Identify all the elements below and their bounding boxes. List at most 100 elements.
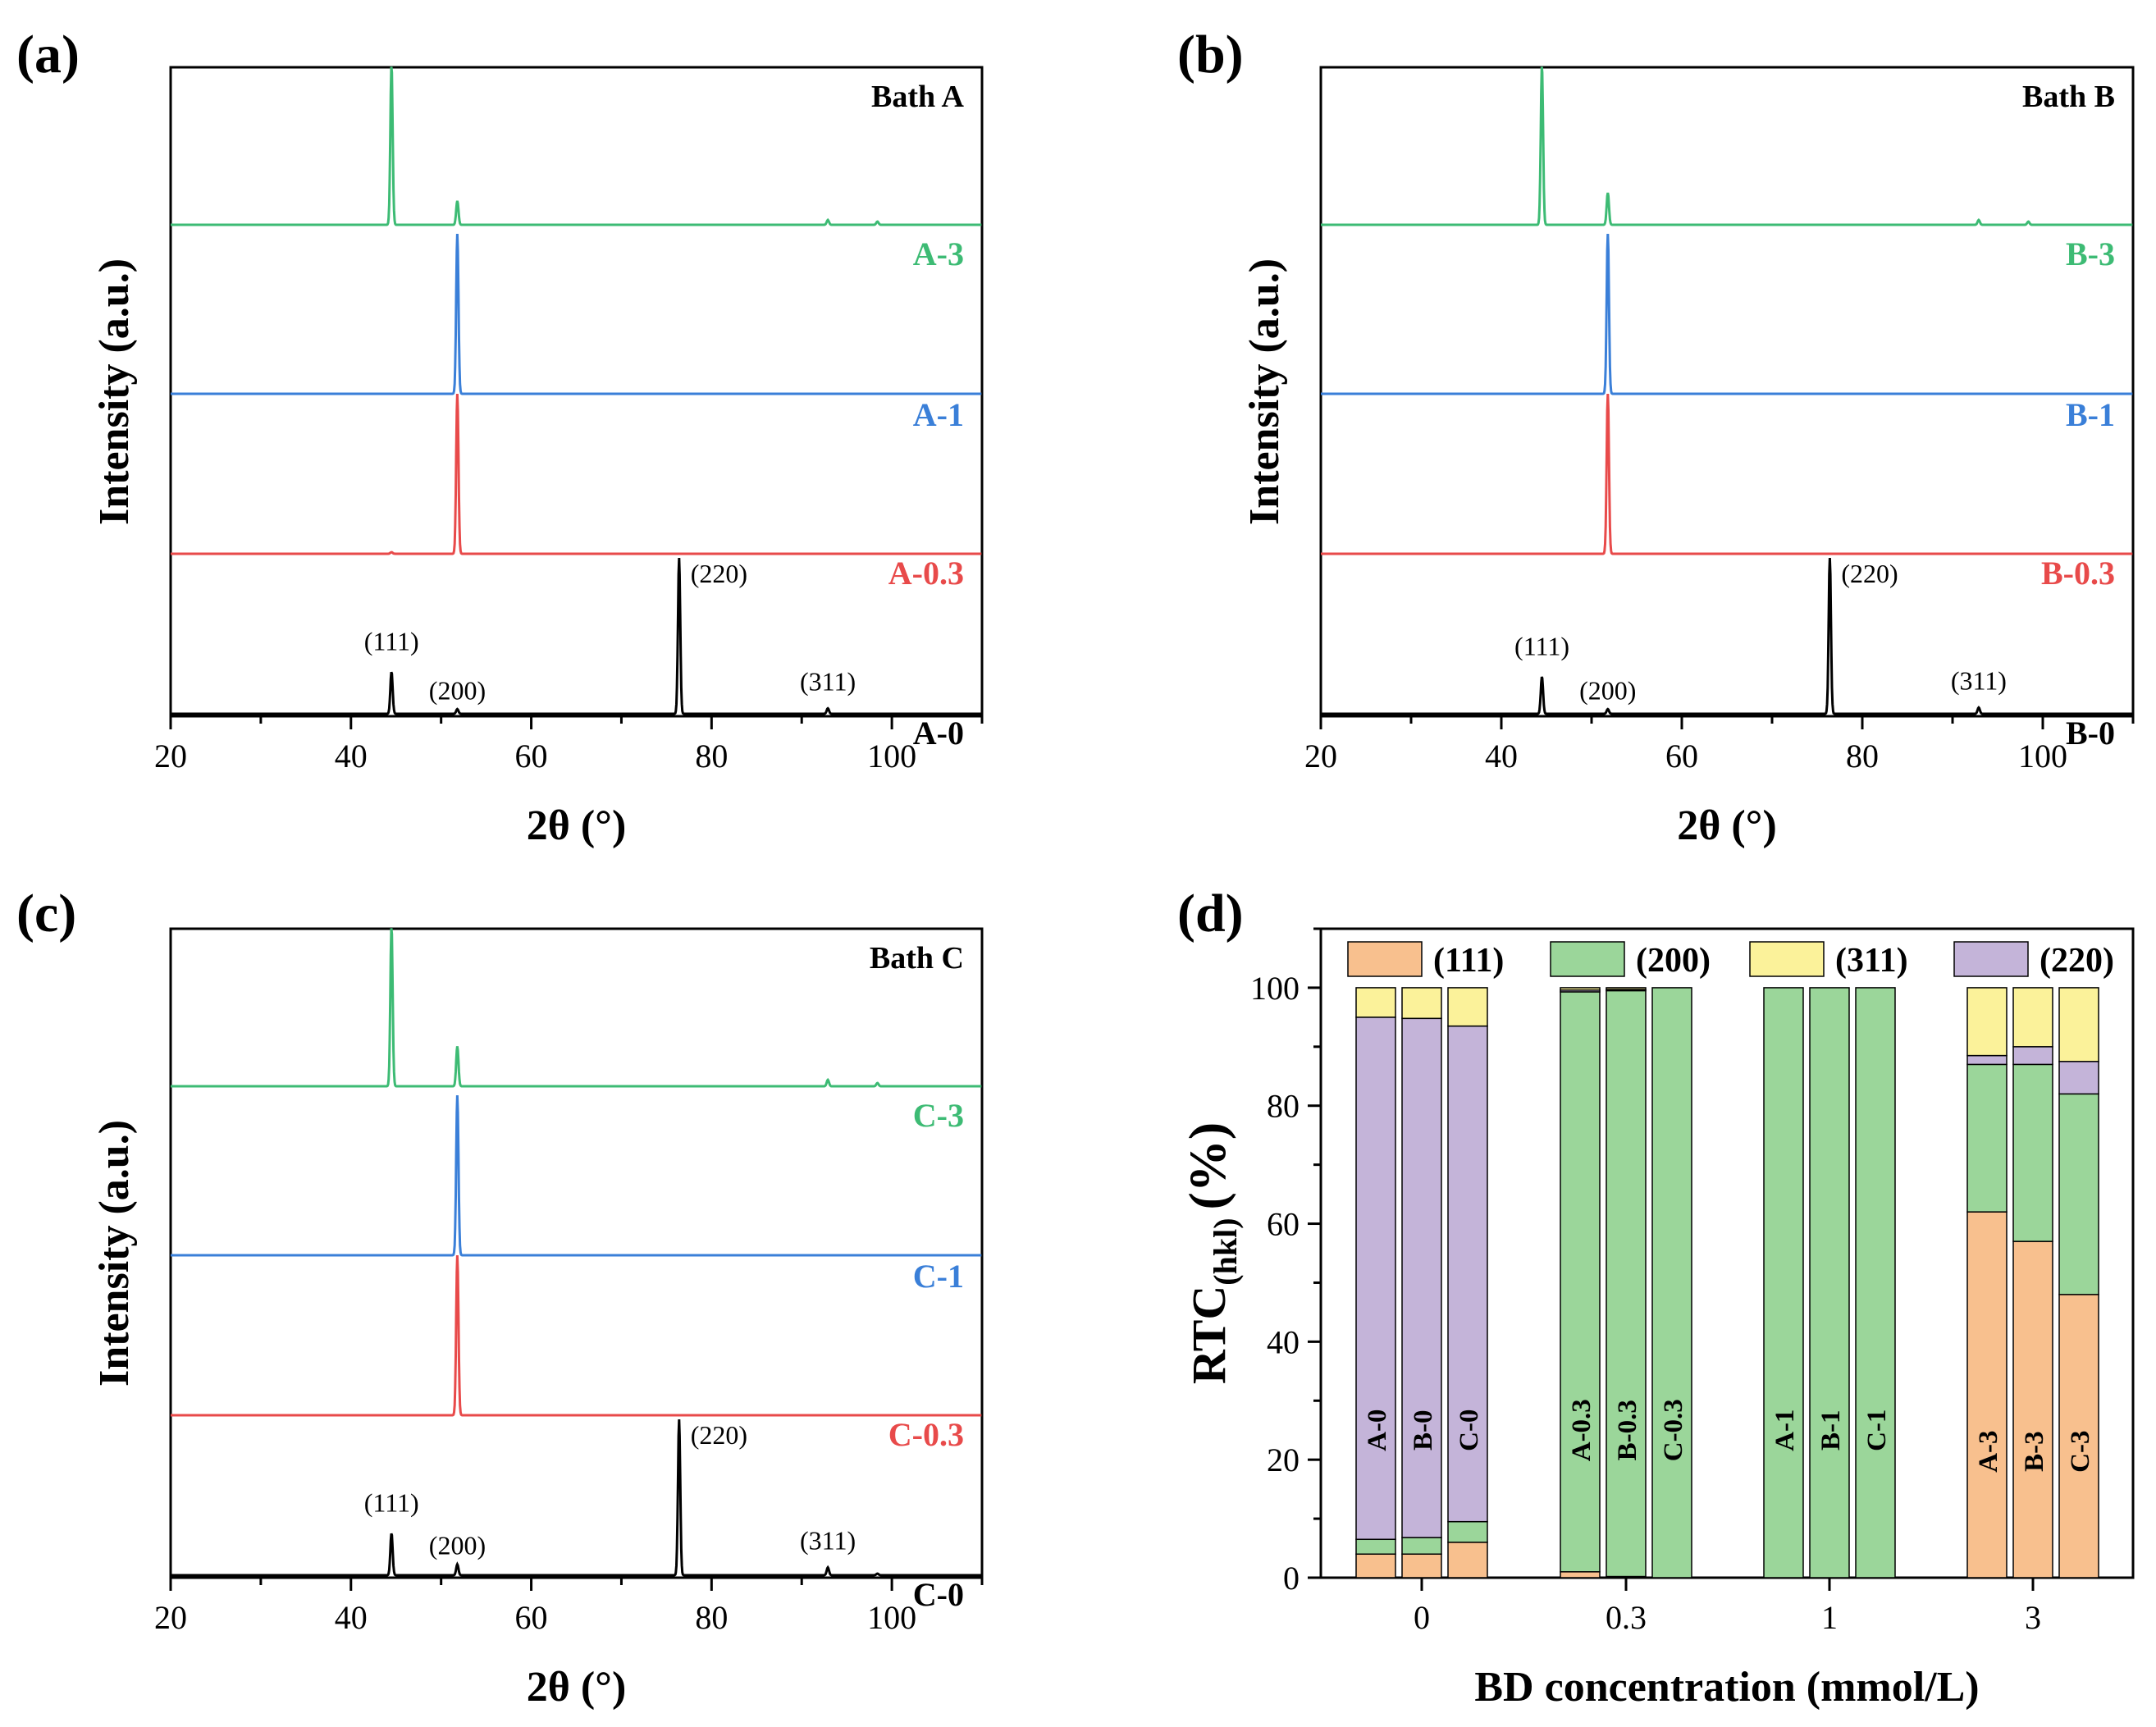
legend-swatch-200 <box>1550 941 1625 977</box>
bar-segment-C-3-111 <box>2058 1294 2099 1579</box>
bar-segment-C-0-200 <box>1447 1520 1488 1543</box>
pattern-B-1 <box>1321 233 2133 395</box>
panel-b: (b) Bath B B-0 B-0.3 B-1 B-3 (111) (200) (220) (3… <box>1177 25 2135 849</box>
pattern-C-0.3 <box>171 1254 982 1417</box>
series-label-B-0.3: B-0.3 <box>2041 555 2115 592</box>
bar-segment-A-0-220 <box>1355 1017 1396 1541</box>
y-axis-title-main: RTC <box>1182 1286 1236 1384</box>
pattern-B-0.3 <box>1321 393 2133 555</box>
peak-label: (220) <box>691 559 747 588</box>
peak-label: (111) <box>364 627 419 656</box>
bar-segment-C-3-311 <box>2058 987 2099 1062</box>
pattern-A-0.3 <box>171 393 982 555</box>
bar-segment-A-3-311 <box>1966 987 2008 1057</box>
pattern-B-3 <box>1321 66 2133 226</box>
bar-segment-A-0-311 <box>1355 987 1396 1018</box>
bar-label-C-3: C-3 <box>2066 1431 2095 1473</box>
y-tick-label: 80 <box>1267 1088 1300 1125</box>
x-tick-label: 100 <box>867 1599 916 1636</box>
x-axis-title: 2θ (°) <box>1677 802 1777 849</box>
bar-segment-C-0.3-200 <box>1651 987 1692 1579</box>
panel-a: (a) Bath A A-0 A-0.3 A-1 A-3 (111) (200) (220) (3… <box>16 25 984 849</box>
x-tick-label: 80 <box>695 1599 728 1636</box>
bar-segment-B-0-220 <box>1401 1017 1442 1538</box>
x-tick-label: 1 <box>1821 1599 1838 1636</box>
bar-segment-C-1-200 <box>1855 987 1896 1579</box>
bar-segment-A-0.3-200 <box>1560 991 1601 1573</box>
panel-letter: (a) <box>16 25 80 85</box>
x-tick-label: 80 <box>695 738 728 774</box>
y-tick-label: 40 <box>1267 1323 1300 1360</box>
plot-frame <box>1319 66 2135 718</box>
bar-segment-A-0-111 <box>1355 1553 1396 1579</box>
pattern-A-3 <box>171 66 982 226</box>
x-tick-label: 0.3 <box>1606 1599 1647 1636</box>
y-tick-label: 60 <box>1267 1206 1300 1243</box>
x-axis-title: BD concentration (mmol/L) <box>1474 1664 1979 1711</box>
x-tick-label: 0 <box>1414 1599 1430 1636</box>
series-label-A-0.3: A-0.3 <box>888 555 964 592</box>
bar-label-B-0: B-0 <box>1409 1409 1438 1451</box>
peak-label: (311) <box>800 1526 856 1556</box>
legend-label-111: (111) <box>1433 942 1504 980</box>
x-axis-title: 2θ (°) <box>527 802 627 849</box>
x-tick-label: 60 <box>515 738 548 774</box>
y-axis-title-sub: (hkl) <box>1207 1218 1244 1285</box>
peak-label: (220) <box>1841 559 1898 588</box>
bar-segment-B-0.3-200 <box>1606 989 1647 1578</box>
pattern-C-3 <box>171 928 982 1088</box>
peak-label: (111) <box>1514 631 1569 660</box>
y-axis-title: Intensity (a.u.) <box>91 1120 138 1387</box>
panel-c: (c) Bath C C-0 C-0.3 C-1 C-3 (111) (200) (220) (3… <box>16 884 984 1711</box>
x-tick-label: 3 <box>2025 1599 2041 1636</box>
bar-segment-C-0-111 <box>1447 1542 1488 1579</box>
x-tick-label: 20 <box>1304 738 1337 774</box>
bar-label-B-0.3: B-0.3 <box>1613 1400 1642 1460</box>
pattern-A-0 <box>171 557 982 715</box>
legend-label-311: (311) <box>1835 942 1908 980</box>
bar-label-B-3: B-3 <box>2020 1431 2049 1472</box>
pattern-A-1 <box>171 233 982 395</box>
bar-label-A-3: A-3 <box>1974 1431 2003 1473</box>
legend-swatch-220 <box>1953 941 2029 977</box>
series-label-B-3: B-3 <box>2066 235 2115 272</box>
bar-label-A-0: A-0 <box>1363 1409 1392 1451</box>
peak-label: (200) <box>1579 675 1636 705</box>
bar-segment-C-3-220 <box>2058 1061 2099 1095</box>
x-tick-label: 40 <box>1485 738 1518 774</box>
pattern-C-1 <box>171 1094 982 1257</box>
pattern-C-0 <box>171 1419 982 1577</box>
panel-letter: (d) <box>1177 884 1244 943</box>
y-axis-title: Intensity (a.u.) <box>91 258 138 525</box>
x-tick-label: 40 <box>335 1599 368 1636</box>
bar-segment-B-3-111 <box>2012 1240 2053 1579</box>
bar-segment-A-3-111 <box>1966 1211 2008 1579</box>
x-axis-title: 2θ (°) <box>527 1664 627 1711</box>
plot-frame <box>1319 927 2135 1579</box>
x-tick-label: 40 <box>335 738 368 774</box>
bar-segment-B-3-311 <box>2012 987 2053 1048</box>
bar-segment-A-3-200 <box>1966 1063 2008 1213</box>
y-tick-label: 100 <box>1250 970 1300 1007</box>
bar-segment-B-0-200 <box>1401 1537 1442 1555</box>
bath-label: Bath C <box>870 941 964 975</box>
series-label-B-1: B-1 <box>2066 396 2115 433</box>
peak-label: (200) <box>429 1531 486 1560</box>
bar-segment-A-0.3-311 <box>1560 987 1601 991</box>
x-tick-label: 20 <box>154 1599 187 1636</box>
bar-label-C-0: C-0 <box>1455 1409 1484 1451</box>
bar-segment-A-3-220 <box>1966 1054 2008 1066</box>
y-tick-label: 20 <box>1267 1441 1300 1478</box>
x-tick-label: 100 <box>867 738 916 774</box>
legend-label-200: (200) <box>1636 942 1711 980</box>
x-tick-label: 20 <box>154 738 187 774</box>
bar-segment-B-0-311 <box>1401 987 1442 1020</box>
bar-label-A-0.3: A-0.3 <box>1567 1399 1596 1461</box>
x-tick-label: 80 <box>1846 738 1879 774</box>
x-tick-label: 100 <box>2018 738 2067 774</box>
bar-label-B-1: B-1 <box>1816 1409 1846 1451</box>
legend-swatch-111 <box>1347 941 1423 977</box>
bar-segment-C-0-311 <box>1447 987 1488 1027</box>
bar-segment-B-3-220 <box>2012 1046 2053 1066</box>
